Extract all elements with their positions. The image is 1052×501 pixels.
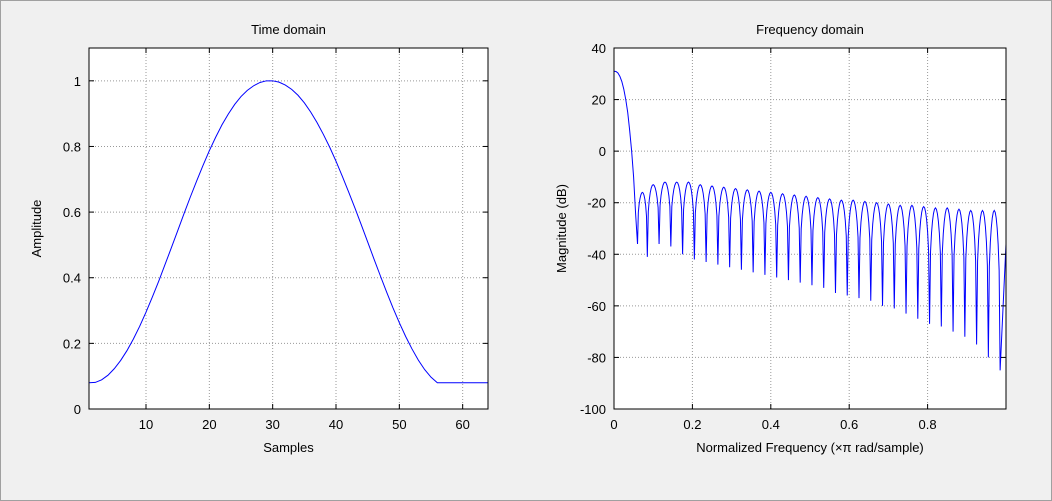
x-tick-label: 20	[202, 417, 216, 432]
time-domain-plot-area	[89, 48, 488, 409]
y-tick-label: 0.6	[63, 205, 81, 220]
x-tick-label: 60	[455, 417, 469, 432]
x-tick-label: 10	[139, 417, 153, 432]
y-tick-label: 0	[599, 144, 606, 159]
x-tick-label: 50	[392, 417, 406, 432]
y-tick-label: 0	[74, 402, 81, 417]
frequency-domain-axes: 0 0.2 0.4 0.6 0.8 -100 -80 -60 -40 -20 0 20 40 Frequ…	[554, 22, 1007, 455]
time-domain-xlabel: Samples	[263, 440, 314, 455]
y-tick-label: -20	[587, 196, 606, 211]
frequency-domain-ylabel: Magnitude (dB)	[554, 184, 569, 273]
x-tick-label: 0	[610, 417, 617, 432]
time-domain-ticks: 10 20 30 40 50 60 0 0.2 0.4 0.6 0.8 1	[63, 48, 488, 432]
y-tick-label: -60	[587, 299, 606, 314]
frequency-domain-xlabel: Normalized Frequency (×π rad/sample)	[696, 440, 924, 455]
time-domain-ylabel: Amplitude	[29, 200, 44, 258]
time-domain-series-line	[88, 80, 488, 384]
y-tick-label: 0.4	[63, 271, 81, 286]
time-domain-axes: 10 20 30 40 50 60 0 0.2 0.4 0.6 0.8 1 Time domain S…	[29, 22, 489, 455]
time-domain-frame	[88, 47, 489, 410]
y-tick-label: 1	[74, 74, 81, 89]
frequency-domain-series-line	[613, 70, 1007, 371]
frequency-domain-title: Frequency domain	[756, 22, 864, 37]
x-tick-label: 0.6	[840, 417, 858, 432]
y-tick-label: -100	[580, 402, 606, 417]
x-tick-label: 0.4	[762, 417, 780, 432]
x-tick-label: 40	[329, 417, 343, 432]
y-tick-label: -40	[587, 247, 606, 262]
y-tick-label: 0.2	[63, 336, 81, 351]
time-domain-title: Time domain	[251, 22, 326, 37]
x-tick-label: 0.8	[919, 417, 937, 432]
x-tick-label: 0.2	[683, 417, 701, 432]
frequency-domain-frame	[613, 47, 1007, 410]
frequency-domain-plot-area	[614, 48, 1006, 409]
y-tick-label: -80	[587, 350, 606, 365]
frequency-domain-ticks: 0 0.2 0.4 0.6 0.8 -100 -80 -60 -40 -20 0 20 40	[580, 41, 1006, 432]
y-tick-label: 20	[592, 93, 606, 108]
y-tick-label: 40	[592, 41, 606, 56]
x-tick-label: 30	[265, 417, 279, 432]
y-tick-label: 0.8	[63, 139, 81, 154]
